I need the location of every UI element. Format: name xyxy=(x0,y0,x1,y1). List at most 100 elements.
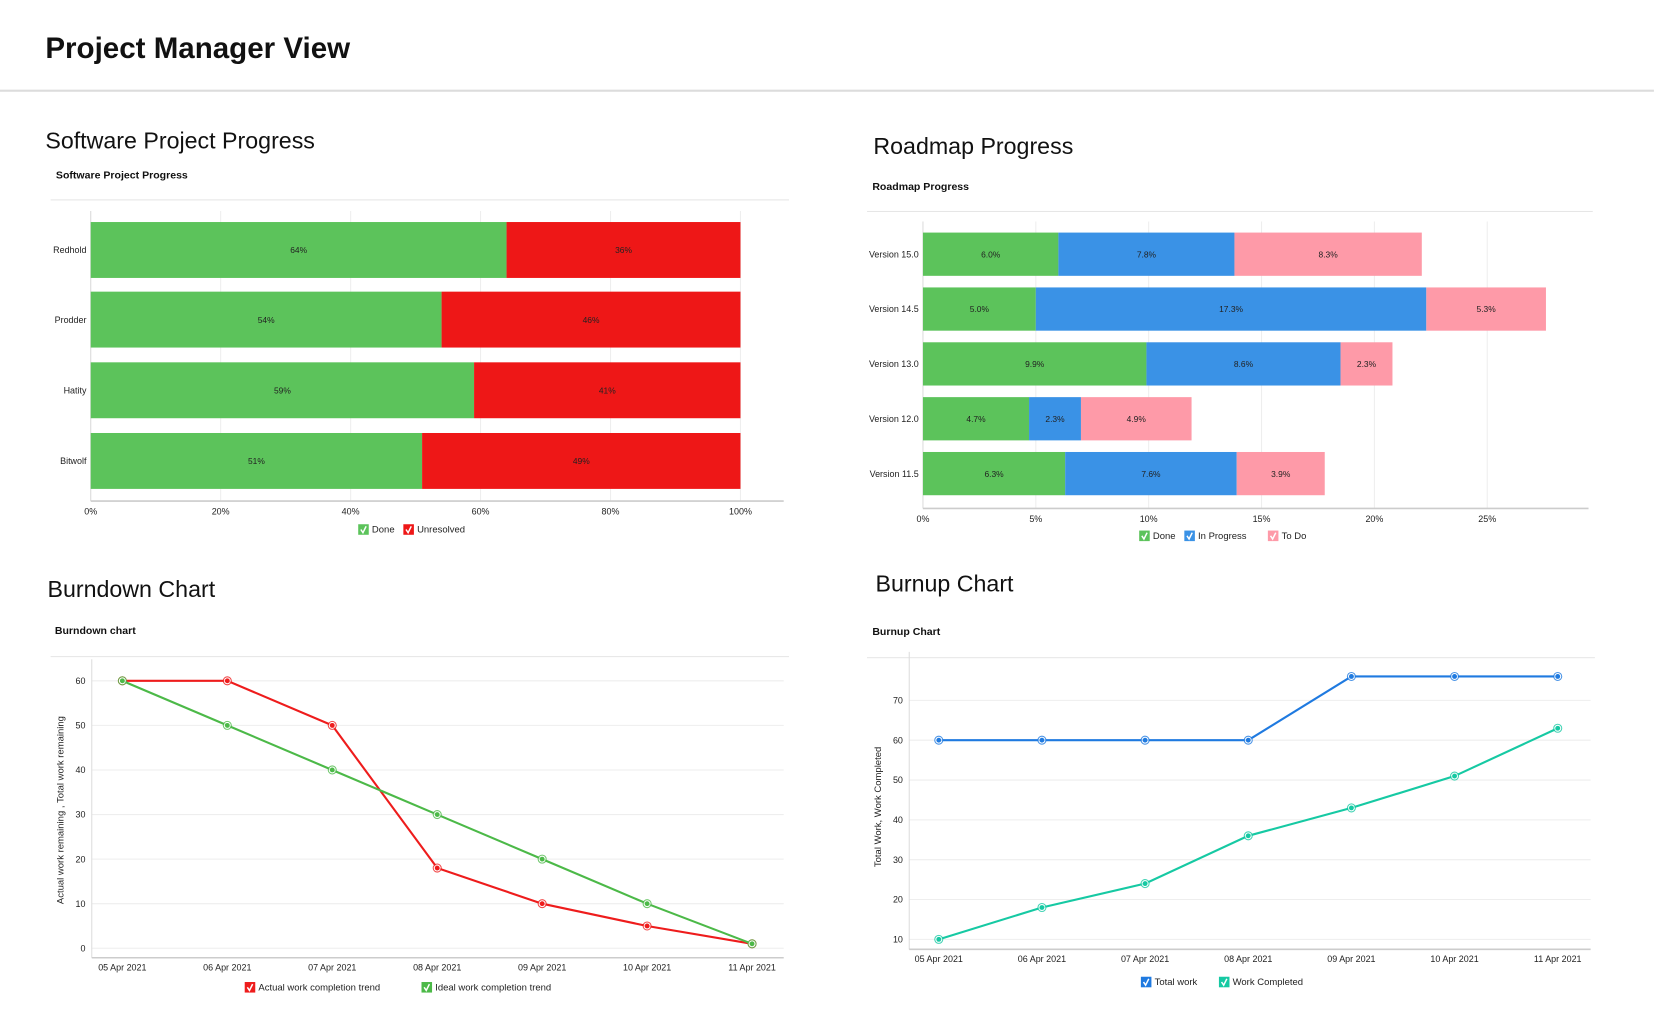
legend-item-work-completed[interactable]: Work Completed xyxy=(1218,976,1303,988)
bar-segment-done[interactable] xyxy=(922,342,1147,386)
data-label: 41% xyxy=(599,385,616,395)
data-label: 64% xyxy=(290,245,307,255)
data-point[interactable] xyxy=(539,856,545,862)
bar-segment-in-progress[interactable] xyxy=(1058,232,1235,276)
legend-item-to-do[interactable]: To Do xyxy=(1267,530,1306,542)
bar-segment-to-do[interactable] xyxy=(1426,287,1546,331)
category-label: Prodder xyxy=(55,315,87,325)
x-tick-label: 60% xyxy=(472,507,490,517)
bar-segment-to-do[interactable] xyxy=(1236,451,1325,496)
legend-item-actual-work-completion-trend[interactable]: Actual work completion trend xyxy=(244,982,380,993)
category-label: Version 12.0 xyxy=(869,414,919,424)
data-point[interactable] xyxy=(749,941,755,947)
series-total-work xyxy=(934,671,1563,745)
y-tick-label: 50 xyxy=(893,775,903,785)
bar-segment-unresolved[interactable] xyxy=(506,222,741,278)
data-point[interactable] xyxy=(936,737,942,743)
data-label: 36% xyxy=(615,245,632,255)
data-point[interactable] xyxy=(119,678,125,684)
bar-segment-done[interactable] xyxy=(90,432,423,489)
check-icon xyxy=(423,983,431,992)
roadmap-progress-chart-title: Roadmap Progress xyxy=(872,181,970,194)
legend-item-done[interactable]: Done xyxy=(1139,530,1176,542)
data-point[interactable] xyxy=(224,722,230,728)
data-label: 7.6% xyxy=(1141,469,1161,479)
category-label: Version 14.5 xyxy=(869,304,919,314)
data-label: 2.3% xyxy=(1045,414,1065,424)
burndown-chart-title: Burndown chart xyxy=(54,625,136,638)
data-point[interactable] xyxy=(1039,737,1045,743)
bar-segment-in-progress[interactable] xyxy=(1146,342,1341,386)
data-point[interactable] xyxy=(329,767,335,773)
check-icon xyxy=(405,526,412,535)
legend-item-done[interactable]: Done xyxy=(358,524,395,536)
series-line xyxy=(938,675,1558,742)
bar-segment-done[interactable] xyxy=(90,362,475,419)
data-point[interactable] xyxy=(1245,737,1251,743)
data-point[interactable] xyxy=(1142,881,1148,887)
burndown-rule xyxy=(50,656,789,658)
data-point[interactable] xyxy=(936,936,942,942)
data-point[interactable] xyxy=(1142,737,1148,743)
bar-segment-to-do[interactable] xyxy=(1234,232,1422,276)
data-point[interactable] xyxy=(1555,725,1561,731)
data-point[interactable] xyxy=(224,678,230,684)
data-point[interactable] xyxy=(1555,674,1561,679)
data-label: 9.9% xyxy=(1025,359,1045,369)
data-point[interactable] xyxy=(1039,905,1045,910)
check-icon xyxy=(1269,532,1277,541)
data-point[interactable] xyxy=(1348,674,1354,679)
legend-item-unresolved[interactable]: Unresolved xyxy=(403,524,465,536)
x-tick-label: 08 Apr 2021 xyxy=(1224,954,1272,964)
x-tick-label: 09 Apr 2021 xyxy=(518,962,566,972)
data-label: 4.9% xyxy=(1127,414,1147,424)
check-icon xyxy=(1186,532,1193,541)
bar-segment-unresolved[interactable] xyxy=(441,291,741,348)
legend-checkbox-icon xyxy=(1267,530,1279,542)
bar-segment-unresolved[interactable] xyxy=(474,362,741,419)
x-tick-label: 11 Apr 2021 xyxy=(728,962,776,972)
data-point[interactable] xyxy=(539,901,545,907)
check-icon xyxy=(1142,978,1150,987)
data-point[interactable] xyxy=(1245,833,1251,839)
data-label: 3.9% xyxy=(1271,469,1291,479)
legend-item-total-work[interactable]: Total work xyxy=(1140,976,1198,988)
bar-segment-in-progress[interactable] xyxy=(1065,451,1237,496)
x-tick-label: 08 Apr 2021 xyxy=(413,962,461,972)
x-tick-label: 25% xyxy=(1478,514,1496,524)
y-axis-label: Total Work, Work Completed xyxy=(873,747,884,867)
bar-segment-done[interactable] xyxy=(90,291,442,348)
burndown-heading: Burndown Chart xyxy=(47,575,216,603)
data-label: 59% xyxy=(274,385,291,395)
bar-segment-in-progress[interactable] xyxy=(1029,397,1081,441)
bar-segment-to-do[interactable] xyxy=(1340,342,1393,386)
data-point[interactable] xyxy=(644,901,650,907)
data-point[interactable] xyxy=(434,865,440,871)
data-point[interactable] xyxy=(1452,773,1457,779)
bar-segment-done[interactable] xyxy=(922,287,1036,331)
data-point[interactable] xyxy=(644,923,650,929)
legend-item-in-progress[interactable]: In Progress xyxy=(1184,530,1247,542)
bar-segment-done[interactable] xyxy=(922,451,1066,496)
bar-segment-done[interactable] xyxy=(922,397,1030,441)
legend-item-ideal-work-completion-trend[interactable]: Ideal work completion trend xyxy=(421,982,551,993)
bar-segment-done[interactable] xyxy=(922,232,1059,276)
y-tick-label: 0 xyxy=(80,943,85,953)
data-point[interactable] xyxy=(434,812,440,817)
category-label: Hatity xyxy=(64,385,87,395)
y-tick-label: 60 xyxy=(893,735,903,745)
software-progress-chart-title: Software Project Progress xyxy=(55,169,188,182)
data-label: 6.0% xyxy=(981,249,1001,259)
bar-segment-unresolved[interactable] xyxy=(422,432,741,489)
legend-label: Work Completed xyxy=(1233,977,1303,988)
bar-segment-to-do[interactable] xyxy=(1080,397,1192,441)
bar-segment-in-progress[interactable] xyxy=(1035,287,1427,331)
x-tick-label: 11 Apr 2021 xyxy=(1534,954,1582,964)
data-point[interactable] xyxy=(1452,674,1457,679)
category-label: Redhold xyxy=(53,245,86,255)
data-point[interactable] xyxy=(329,722,335,728)
x-tick-label: 80% xyxy=(602,507,620,517)
bar-segment-done[interactable] xyxy=(90,222,507,278)
data-point[interactable] xyxy=(1348,805,1354,811)
x-tick-label: 0% xyxy=(916,514,929,524)
